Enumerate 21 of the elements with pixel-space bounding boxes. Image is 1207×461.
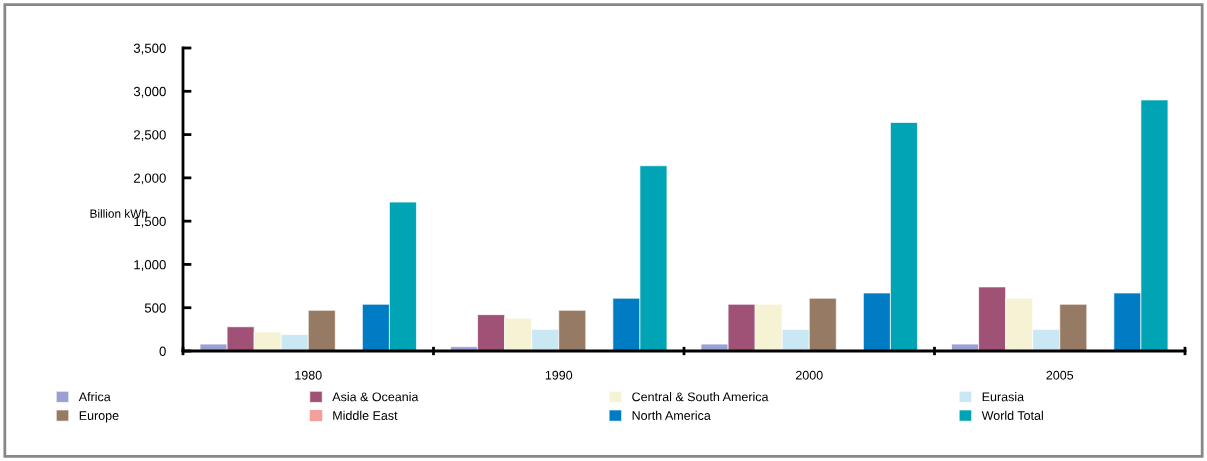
x-tick-label: 2005 [1046,370,1074,380]
legend-label: Europe [79,411,119,423]
legend-label: Asia & Oceania [332,392,419,402]
y-axis-title: Billion kWh [90,209,148,218]
legend-label: North America [632,410,711,420]
x-tick-label: 1990 [545,370,573,380]
y-tick-label: 3,000 [133,86,166,98]
y-tick-label: 0 [159,346,166,356]
y-tick-label: 3,500 [133,43,166,55]
legend-label: World Total [981,410,1043,420]
y-tick-label: 1,500 [134,216,166,228]
legend-label: Africa [78,392,111,402]
y-tick-label: 2,500 [133,130,166,142]
y-tick-label: 1,000 [134,260,166,271]
legend-label: Central & South America [632,392,769,402]
y-tick-label: 500 [144,303,166,313]
x-tick-label: 1980 [295,370,322,380]
x-tick-label: 2000 [795,370,823,380]
y-tick-label: 2,000 [133,173,166,185]
legend-label: Middle East [333,410,398,420]
legend-label: Eurasia [982,392,1025,402]
